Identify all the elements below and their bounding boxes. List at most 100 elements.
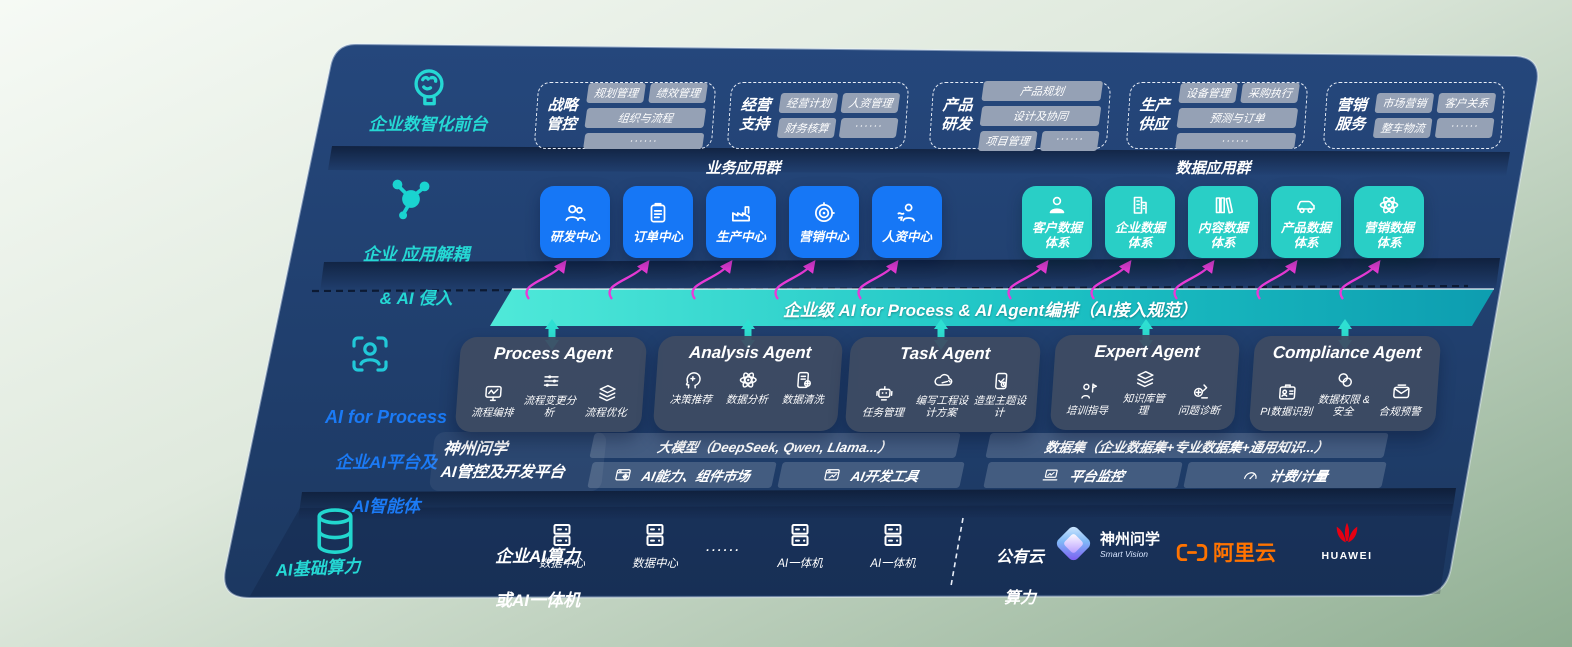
enterprise-compute-label: 企业AI算力 或AI一体机 <box>405 524 670 612</box>
front-office-chip: 人资管理 <box>840 93 901 113</box>
building-icon <box>1128 193 1152 217</box>
front-office-chip: 设计及协同 <box>979 105 1102 126</box>
agent-item: 合规预警 <box>1373 381 1428 418</box>
business-app-label: 生产中心 <box>715 229 766 244</box>
front-office-chip: 产品规划 <box>981 80 1104 101</box>
business-app-label: 订单中心 <box>632 229 683 244</box>
app-connector-arrow <box>1090 259 1132 300</box>
agent-item-label: 流程优化 <box>584 407 628 420</box>
front-office-chip-list: 规划管理 绩效管理 组织与流程 ······ <box>583 82 709 149</box>
agent-item-list: 决策推荐 数据分析 数据清洗 <box>664 369 831 406</box>
agent-layer-label-line2: 企业AI平台及 <box>335 452 437 472</box>
front-office-chip: ······ <box>1434 118 1495 138</box>
car-icon <box>1294 193 1318 217</box>
front-office-chip: 客户关系 <box>1436 93 1497 113</box>
dataset-bar: 数据集（企业数据集+专业数据集+通用知识...） <box>985 433 1389 458</box>
server-icon <box>785 520 815 550</box>
factory-icon <box>728 200 754 226</box>
infra-node-label: 数据中心 <box>539 558 585 570</box>
infra-node: 数据中心 <box>619 520 691 582</box>
app-layer-label: 企业 应用解耦 & AI 侵入 <box>328 222 504 310</box>
platform-cell-label: 计费/计量 <box>1268 469 1330 484</box>
atom-icon <box>1377 193 1401 217</box>
front-office-group-title: 产品 研发 <box>940 96 974 133</box>
app-connector-arrow <box>525 259 567 300</box>
agent-item: 问题诊断 <box>1173 380 1228 417</box>
gauge-icon <box>1240 466 1262 484</box>
data-lock-icon <box>1333 369 1357 391</box>
brain-icon <box>402 60 456 114</box>
agent-box: Expert Agent 培训指导 知识库管理 问题诊断 <box>1049 335 1241 430</box>
model-bar: 大模型（DeepSeek, Qwen, Llama...） <box>589 433 961 458</box>
front-office-group: 产品 研发 产品规划 设计及协同 项目管理 ······ <box>928 80 1112 151</box>
data-app-label: 内容数据 体系 <box>1197 221 1248 250</box>
server-icon <box>547 520 577 550</box>
agent-item-label: 编写工程设计方案 <box>915 395 969 420</box>
layers-icon <box>1133 368 1157 390</box>
agent-item-label: 问题诊断 <box>1177 405 1221 418</box>
agent-item-label: 流程变更分析 <box>523 395 577 420</box>
agent-item-list: 任务管理 编写工程设计方案 造型主题设计 <box>856 370 1029 419</box>
target-icon <box>811 200 837 226</box>
atom-icon <box>736 369 760 391</box>
layer-shadow-3 <box>298 488 1456 520</box>
agent-item: 流程优化 <box>579 382 634 419</box>
agent-item: 数据分析 <box>720 369 775 406</box>
agent-title: Task Agent <box>899 344 992 363</box>
agent-box: Compliance Agent PI数据识别 数据权限 & 安全 合规预警 <box>1248 336 1442 431</box>
agent-item: 流程变更分析 <box>522 370 578 419</box>
agent-box: Analysis Agent 决策推荐 数据分析 数据清洗 <box>652 336 844 431</box>
infra-node-label: AI一体机 <box>870 558 916 570</box>
front-office-group-title: 经营 支持 <box>738 96 772 133</box>
front-office-chip: ······ <box>583 132 705 149</box>
agent-item-label: 数据分析 <box>725 394 769 406</box>
server-icon <box>640 520 670 550</box>
agent-box: Process Agent 流程编排 流程变更分析 流程优化 <box>454 337 648 432</box>
agent-title: Process Agent <box>493 344 614 363</box>
app-connector-arrow <box>774 259 816 300</box>
agent-item-label: 培训指导 <box>1065 405 1109 418</box>
agent-item-label: 数据权限 & 安全 <box>1317 394 1371 419</box>
compute-line1: 企业AI算力 <box>495 547 580 567</box>
agent-title: Analysis Agent <box>688 343 812 362</box>
infra-strip-tint <box>250 504 1453 596</box>
platform-label: 神州问学 AI管控及开发平台 <box>428 432 608 491</box>
app-connector-arrow <box>1256 259 1298 300</box>
platform-cell: 计费/计量 <box>1183 462 1387 488</box>
data-app-box: 客户数据 体系 <box>1022 186 1092 258</box>
aliyun-brackets-icon <box>1176 543 1208 561</box>
public-cloud-label: 公有云 算力 <box>972 527 1068 610</box>
data-app-box: 营销数据 体系 <box>1354 186 1424 258</box>
face-scan-icon <box>344 328 396 380</box>
agent-title: Compliance Agent <box>1272 343 1423 362</box>
business-app-box: 研发中心 <box>540 186 610 258</box>
front-office-chip-list: 市场营销 客户关系 整车物流 ······ <box>1372 93 1497 138</box>
agent-layer-label: AI for Process 企业AI平台及 AI智能体 <box>294 384 478 518</box>
business-app-label: 人资中心 <box>881 229 932 244</box>
data-app-label: 营销数据 体系 <box>1363 221 1414 250</box>
business-app-label: 营销中心 <box>798 229 849 244</box>
front-office-chip: ······ <box>838 118 899 138</box>
infra-node: AI一体机 <box>764 520 836 582</box>
front-office-group: 生产 供应 设备管理 采购执行 预测与订单 ······ <box>1125 82 1309 149</box>
data-app-label: 客户数据 体系 <box>1031 221 1082 250</box>
agent-link-arrow-up-icon <box>934 319 948 329</box>
front-office-chip: 规划管理 <box>586 82 647 103</box>
front-office-chip: 整车物流 <box>1372 118 1433 138</box>
layer-shadow-1 <box>328 146 1510 176</box>
window-gear-icon <box>612 466 634 484</box>
front-office-chip: 财务核算 <box>776 118 837 138</box>
business-app-label: 研发中心 <box>549 229 600 244</box>
front-office-chip: 采购执行 <box>1240 82 1301 103</box>
agent-box: Task Agent 任务管理 编写工程设计方案 造型主题设计 <box>844 337 1042 432</box>
monitor-wave-icon <box>482 382 506 404</box>
business-app-box: 订单中心 <box>623 186 693 258</box>
app-connector-arrow <box>857 259 899 300</box>
layers-icon <box>595 382 619 404</box>
agent-item-label: 造型主题设计 <box>973 395 1027 420</box>
app-connector-arrow <box>1173 259 1215 300</box>
agent-item: 知识库管理 <box>1117 368 1172 417</box>
agent-item: PI数据识别 <box>1260 381 1315 418</box>
front-office-group: 战略 管控 规划管理 绩效管理 组织与流程 ······ <box>533 82 717 149</box>
